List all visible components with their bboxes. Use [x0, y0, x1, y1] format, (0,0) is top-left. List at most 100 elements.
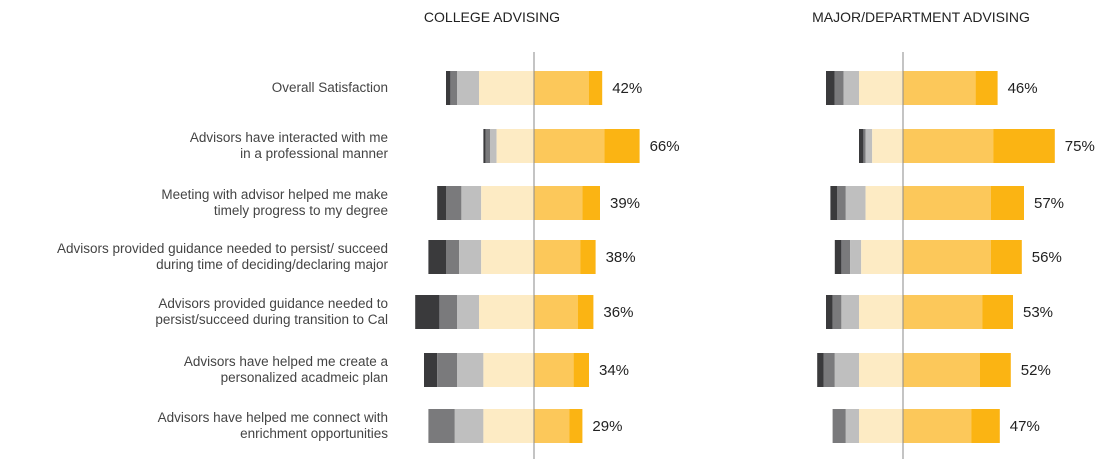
bar-segment-major-department-advising-row-4-seg-6 — [991, 240, 1022, 274]
percent-label-college-advising-row-7: 29% — [592, 418, 622, 435]
bar-segment-major-department-advising-row-2-seg-1 — [859, 129, 864, 163]
bar-segment-college-advising-row-1-seg-2 — [450, 71, 457, 105]
bar-segment-major-department-advising-row-7-seg-5 — [903, 409, 972, 443]
bar-segment-major-department-advising-row-5-seg-2 — [832, 295, 842, 329]
bar-segment-major-department-advising-row-3-seg-5 — [903, 186, 991, 220]
bar-segment-major-department-advising-row-5-seg-6 — [982, 295, 1013, 329]
bar-segment-college-advising-row-2-seg-5 — [534, 129, 605, 163]
bar-segment-major-department-advising-row-4-seg-5 — [903, 240, 991, 274]
bar-segment-college-advising-row-4-seg-2 — [446, 240, 460, 274]
bar-segment-college-advising-row-1-seg-3 — [457, 71, 479, 105]
bar-segment-major-department-advising-row-4-seg-3 — [850, 240, 862, 274]
percent-label-college-advising-row-4: 38% — [606, 249, 636, 266]
bar-segment-college-advising-row-7-seg-3 — [454, 409, 484, 443]
row-label-5: Advisors provided guidance needed to pers… — [155, 296, 388, 327]
bar-segment-major-department-advising-row-3-seg-4 — [865, 186, 903, 220]
percent-label-college-advising-row-3: 39% — [610, 195, 640, 212]
row-labels: Overall Satisfaction Advisors have intera… — [57, 80, 388, 441]
bar-segment-college-advising-row-4-seg-6 — [580, 240, 596, 274]
percent-label-college-advising-row-1: 42% — [612, 80, 642, 97]
bar-segment-college-advising-row-6-seg-2 — [437, 353, 457, 387]
bar-segment-major-department-advising-row-5-seg-4 — [859, 295, 903, 329]
bar-segment-college-advising-row-3-seg-2 — [446, 186, 462, 220]
bar-segment-major-department-advising-row-3-seg-1 — [830, 186, 837, 220]
bar-segment-major-department-advising-row-5-seg-5 — [903, 295, 983, 329]
percent-label-major-department-advising-row-6: 52% — [1021, 362, 1051, 379]
bar-segment-college-advising-row-5-seg-2 — [439, 295, 457, 329]
bar-segment-college-advising-row-5-seg-4 — [479, 295, 534, 329]
percent-label-college-advising-row-5: 36% — [603, 304, 633, 321]
bar-segment-major-department-advising-row-6-seg-5 — [903, 353, 980, 387]
percent-label-major-department-advising-row-2: 75% — [1065, 138, 1095, 155]
percent-label-major-department-advising-row-5: 53% — [1023, 304, 1053, 321]
percent-label-college-advising-row-6: 34% — [599, 362, 629, 379]
bar-segment-college-advising-row-4-seg-4 — [481, 240, 534, 274]
bar-segment-college-advising-row-6-seg-3 — [457, 353, 484, 387]
bar-segment-college-advising-row-1-seg-4 — [479, 71, 534, 105]
bar-segment-major-department-advising-row-7-seg-2 — [832, 409, 846, 443]
bar-segment-college-advising-row-5-seg-5 — [534, 295, 578, 329]
row-label-6: Advisors have helped me create a personal… — [184, 354, 389, 385]
bar-segment-major-department-advising-row-1-seg-2 — [834, 71, 844, 105]
bar-segment-college-advising-row-2-seg-6 — [604, 129, 640, 163]
percent-label-major-department-advising-row-3: 57% — [1034, 195, 1064, 212]
percent-label-college-advising-row-2: 66% — [650, 138, 680, 155]
bar-segment-college-advising-row-1-seg-6 — [589, 71, 603, 105]
bar-segment-major-department-advising-row-2-seg-2 — [863, 129, 866, 163]
bar-segment-major-department-advising-row-7-seg-3 — [845, 409, 859, 443]
bar-segment-major-department-advising-row-1-seg-1 — [826, 71, 835, 105]
percent-label-major-department-advising-row-4: 56% — [1032, 249, 1062, 266]
panel-title-college: COLLEGE ADVISING — [424, 9, 560, 25]
bar-segment-major-department-advising-row-1-seg-3 — [843, 71, 859, 105]
bar-segment-major-department-advising-row-1-seg-6 — [975, 71, 998, 105]
bar-segment-college-advising-row-5-seg-3 — [457, 295, 479, 329]
bar-segment-college-advising-row-4-seg-5 — [534, 240, 581, 274]
bar-segment-major-department-advising-row-4-seg-1 — [834, 240, 842, 274]
bar-segment-college-advising-row-5-seg-1 — [415, 295, 440, 329]
bar-segment-major-department-advising-row-2-seg-3 — [865, 129, 873, 163]
bar-segment-major-department-advising-row-5-seg-1 — [826, 295, 833, 329]
bar-segment-major-department-advising-row-6-seg-1 — [817, 353, 824, 387]
bar-segment-college-advising-row-6-seg-5 — [534, 353, 574, 387]
bar-segment-college-advising-row-3-seg-6 — [582, 186, 600, 220]
bar-segment-college-advising-row-6-seg-4 — [483, 353, 534, 387]
bar-segment-major-department-advising-row-7-seg-6 — [971, 409, 1000, 443]
bar-segment-college-advising-row-3-seg-3 — [461, 186, 482, 220]
bar-segment-major-department-advising-row-1-seg-5 — [903, 71, 976, 105]
bar-segment-college-advising-row-3-seg-1 — [437, 186, 446, 220]
bar-segment-major-department-advising-row-7-seg-4 — [859, 409, 903, 443]
bar-segment-major-department-advising-row-4-seg-4 — [861, 240, 903, 274]
bar-segment-college-advising-row-6-seg-6 — [573, 353, 589, 387]
bar-segment-college-advising-row-2-seg-3 — [490, 129, 497, 163]
row-label-3: Meeting with advisor helped me make timel… — [161, 187, 388, 218]
bar-segment-college-advising-row-4-seg-1 — [428, 240, 446, 274]
bar-segment-major-department-advising-row-6-seg-6 — [980, 353, 1011, 387]
bar-segment-college-advising-row-3-seg-4 — [481, 186, 534, 220]
bar-segment-major-department-advising-row-3-seg-3 — [845, 186, 866, 220]
bar-segment-college-advising-row-2-seg-4 — [496, 129, 534, 163]
bar-segment-college-advising-row-2-seg-2 — [485, 129, 490, 163]
bar-segment-major-department-advising-row-1-seg-4 — [859, 71, 903, 105]
bar-segment-major-department-advising-row-3-seg-6 — [991, 186, 1024, 220]
percent-label-major-department-advising-row-7: 47% — [1010, 418, 1040, 435]
bar-segment-major-department-advising-row-6-seg-3 — [834, 353, 859, 387]
bar-segment-college-advising-row-2-seg-1 — [483, 129, 486, 163]
row-label-1: Overall Satisfaction — [272, 80, 388, 95]
bar-segment-college-advising-row-7-seg-6 — [569, 409, 583, 443]
bar-segment-college-advising-row-1-seg-1 — [446, 71, 451, 105]
bar-segment-major-department-advising-row-6-seg-4 — [859, 353, 903, 387]
row-label-7: Advisors have helped me connect with enri… — [158, 410, 389, 441]
row-label-4: Advisors provided guidance needed to per… — [57, 241, 388, 272]
bar-segment-major-department-advising-row-3-seg-2 — [837, 186, 846, 220]
bar-segment-major-department-advising-row-5-seg-3 — [841, 295, 859, 329]
bar-segment-major-department-advising-row-4-seg-2 — [841, 240, 851, 274]
panel-title-major-department: MAJOR/DEPARTMENT ADVISING — [812, 9, 1030, 25]
bar-segment-major-department-advising-row-2-seg-4 — [872, 129, 903, 163]
panel-major-department-advising: MAJOR/DEPARTMENT ADVISING 46% 75% 57% 56% 53… — [812, 9, 1095, 459]
bar-segment-college-advising-row-3-seg-5 — [534, 186, 583, 220]
bar-segment-college-advising-row-7-seg-5 — [534, 409, 570, 443]
bar-segment-college-advising-row-7-seg-4 — [483, 409, 534, 443]
row-label-2: Advisors have interacted with me in a pro… — [190, 130, 389, 161]
bar-segment-major-department-advising-row-6-seg-2 — [823, 353, 835, 387]
